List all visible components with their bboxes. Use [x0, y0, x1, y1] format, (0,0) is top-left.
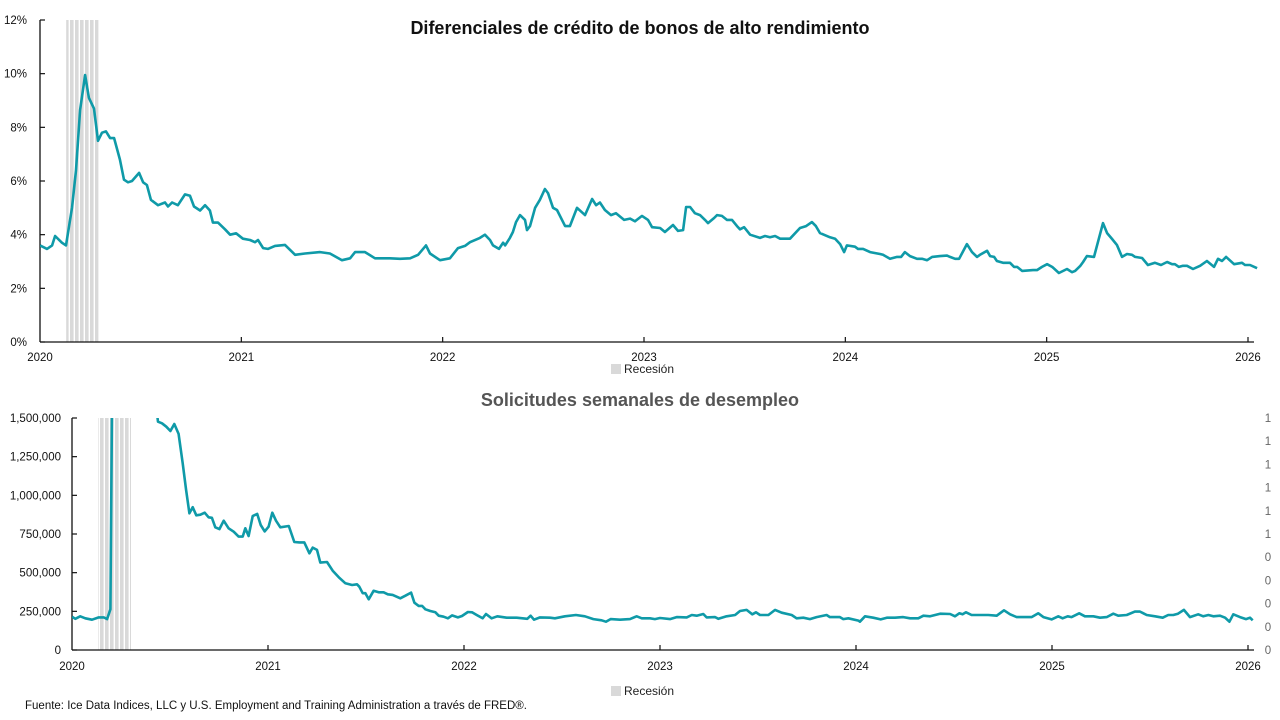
x-tick-label: 2024 — [833, 352, 859, 364]
x-tick-label: 2025 — [1034, 352, 1060, 364]
high-yield-spread-chart: Diferenciales de crédito de bonos de alt… — [4, 15, 1261, 376]
x-tick-label: 2022 — [430, 352, 456, 364]
x-tick-label: 2026 — [1235, 661, 1261, 673]
right-axis-label: 1 — [1265, 529, 1271, 541]
x-tick-label: 2025 — [1039, 661, 1065, 673]
y-tick-label: 750,000 — [19, 529, 61, 541]
right-axis-label: 0 — [1265, 575, 1271, 587]
legend-label-recession: Recesión — [624, 362, 674, 376]
chart-title: Solicitudes semanales de desempleo — [481, 390, 799, 410]
right-axis-label: 1 — [1265, 413, 1271, 425]
x-tick-label: 2026 — [1235, 352, 1261, 364]
y-tick-label: 4% — [10, 230, 27, 242]
y-tick-label: 0 — [55, 645, 61, 657]
y-tick-label: 8% — [10, 122, 27, 134]
x-tick-label: 2021 — [255, 661, 281, 673]
right-axis-label: 1 — [1265, 459, 1271, 471]
source-note: Fuente: Ice Data Indices, LLC y U.S. Emp… — [25, 700, 527, 712]
legend-swatch-recession — [611, 364, 621, 374]
right-axis-label: 0 — [1265, 552, 1271, 564]
y-tick-label: 500,000 — [19, 568, 61, 580]
legend: Recesión — [611, 362, 674, 376]
x-tick-label: 2022 — [451, 661, 477, 673]
right-axis-label: 1 — [1265, 483, 1271, 495]
series-line — [40, 73, 1258, 275]
jobless-claims-chart: Solicitudes semanales de desempleo 0 250,0… — [10, 390, 1271, 698]
y-tick-label: 10% — [4, 69, 27, 81]
recession-band — [66, 20, 99, 342]
legend-swatch-recession — [611, 686, 621, 696]
x-tick-label: 2020 — [27, 352, 53, 364]
right-axis-label: 1 — [1265, 506, 1271, 518]
legend: Recesión — [611, 684, 674, 698]
right-axis-label: 1 — [1265, 436, 1271, 448]
x-tick-label: 2020 — [59, 661, 85, 673]
y-tick-label: 1,000,000 — [10, 490, 61, 502]
right-axis-label: 0 — [1265, 645, 1271, 657]
y-tick-label: 12% — [4, 15, 27, 27]
y-tick-label: 1,500,000 — [10, 413, 61, 425]
y-tick-label: 0% — [10, 337, 27, 349]
x-tick-label: 2023 — [631, 352, 657, 364]
right-axis-label: 0 — [1265, 599, 1271, 611]
y-tick-label: 2% — [10, 283, 27, 295]
y-tick-label: 250,000 — [19, 606, 61, 618]
series-line — [72, 418, 1254, 623]
right-axis-label: 0 — [1265, 622, 1271, 634]
x-tick-label: 2024 — [843, 661, 869, 673]
y-tick-label: 1,250,000 — [10, 452, 61, 464]
legend-label-recession: Recesión — [624, 684, 674, 698]
recession-band — [98, 418, 131, 650]
y-tick-label: 6% — [10, 176, 27, 188]
x-tick-label: 2023 — [647, 661, 673, 673]
x-tick-label: 2021 — [229, 352, 255, 364]
chart-title: Diferenciales de crédito de bonos de alt… — [410, 18, 869, 38]
